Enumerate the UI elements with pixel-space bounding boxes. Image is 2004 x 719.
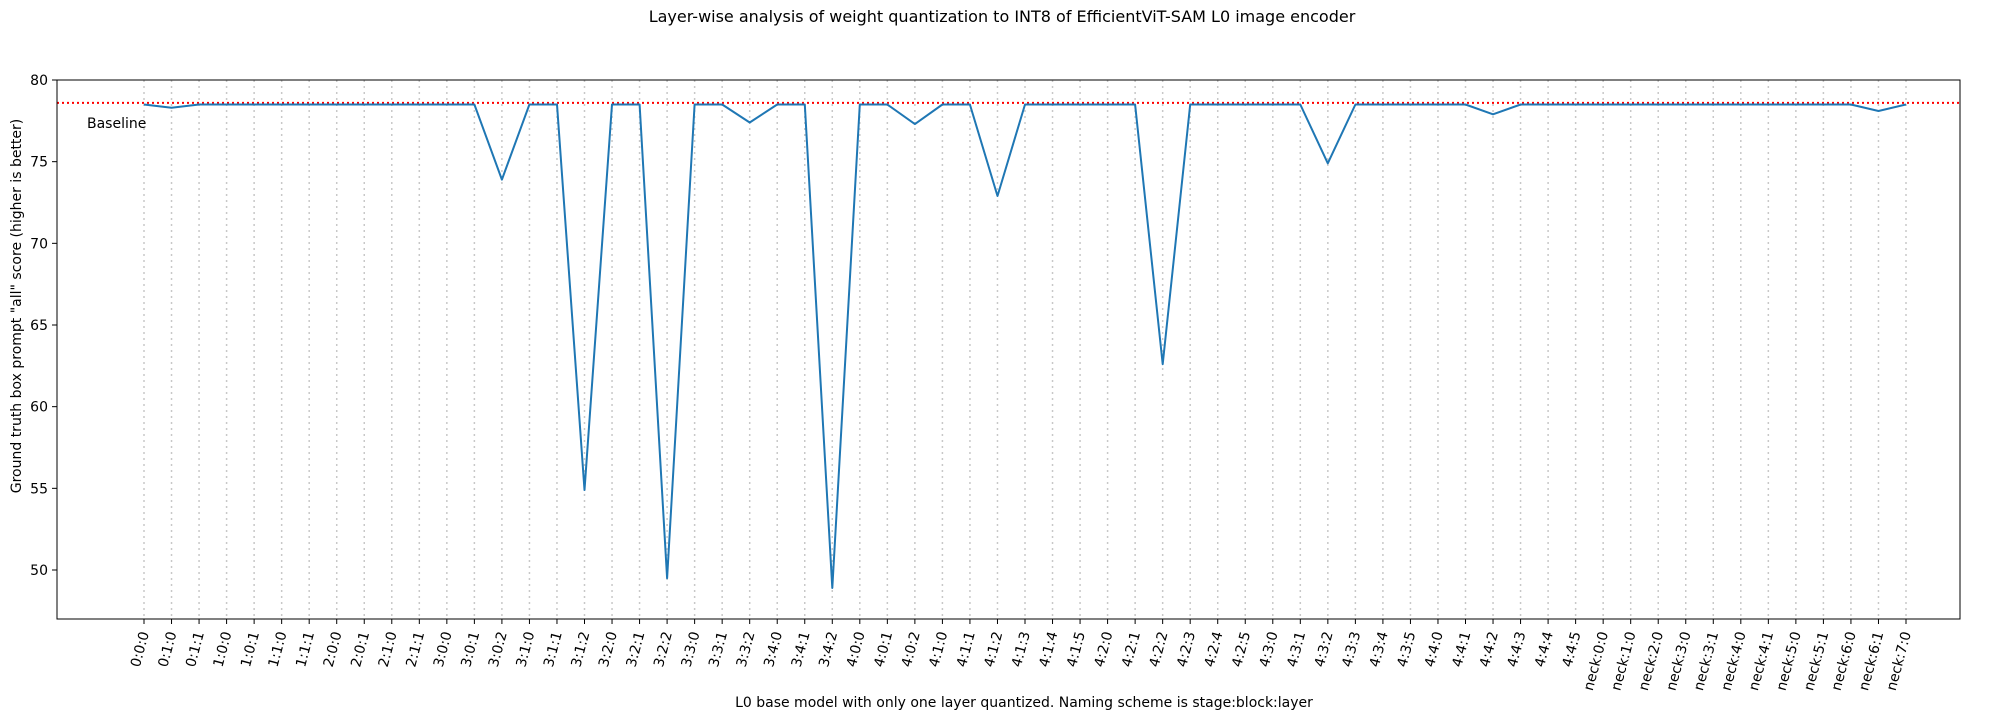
x-tick-label: 4:1:5: [1064, 630, 1089, 669]
x-tick-label: neck:6:1: [1856, 630, 1887, 693]
x-tick-label: 3:2:0: [596, 630, 621, 669]
x-tick-label: 4:1:3: [1009, 630, 1034, 669]
x-tick-label: 4:0:0: [844, 630, 869, 669]
x-axis-label: L0 base model with only one layer quanti…: [735, 695, 1313, 711]
y-axis-label: Ground truth box prompt "all" score (hig…: [9, 119, 25, 494]
y-tick-label: 80: [30, 73, 48, 89]
x-tick-label: 4:3:3: [1339, 630, 1364, 669]
x-tick-label: 2:1:0: [376, 630, 401, 669]
x-tick-label: neck:0:0: [1581, 630, 1612, 693]
x-tick-label: 3:0:2: [486, 630, 511, 669]
chart-title: Layer-wise analysis of weight quantizati…: [649, 7, 1356, 26]
y-tick-label: 55: [30, 481, 48, 497]
x-tick-label: 0:1:0: [156, 630, 181, 669]
x-tick-label: neck:4:1: [1746, 630, 1777, 693]
x-tick-label: 4:3:0: [1257, 630, 1282, 669]
x-tick-label: 3:2:2: [651, 630, 676, 669]
x-tick-label: neck:3:1: [1691, 630, 1722, 693]
x-tick-label: 4:4:5: [1560, 630, 1585, 669]
x-tick-label: 4:2:2: [1147, 630, 1172, 669]
x-tick-label: 3:4:1: [789, 630, 814, 669]
x-axis: 0:0:0 0:1:0 0:1:1 1:0:0 1:0:1 1:1:0 1:1:1 2:0:0…: [128, 619, 1915, 693]
baseline-label: Baseline: [87, 116, 146, 132]
y-tick-label: 65: [30, 318, 48, 334]
x-tick-label: 3:3:1: [706, 630, 731, 669]
x-tick-label: neck:5:1: [1801, 630, 1832, 693]
x-tick-label: neck:3:0: [1663, 630, 1694, 693]
y-tick-label: 75: [30, 155, 48, 171]
x-tick-label: 4:1:1: [954, 630, 979, 669]
x-tick-label: 1:1:0: [266, 630, 291, 669]
plot-frame: [56, 79, 1961, 620]
x-tick-label: 3:0:1: [458, 630, 483, 669]
x-tick-label: 1:0:1: [238, 630, 263, 669]
x-tick-label: 4:3:2: [1312, 630, 1337, 669]
x-tick-label: 3:4:2: [816, 630, 841, 669]
x-tick-label: 4:4:0: [1422, 630, 1447, 669]
x-tick-label: 3:3:2: [734, 630, 759, 669]
x-tick-label: 0:1:1: [183, 630, 208, 669]
x-tick-label: neck:2:0: [1636, 630, 1667, 693]
x-tick-label: 2:1:1: [403, 630, 428, 669]
x-tick-label: neck:5:0: [1774, 630, 1805, 693]
y-tick-label: 70: [30, 236, 48, 252]
x-tick-label: 4:4:1: [1450, 630, 1475, 669]
x-tick-label: 4:1:4: [1037, 630, 1062, 669]
x-tick-label: 3:3:0: [679, 630, 704, 669]
x-tick-label: 3:0:0: [431, 630, 456, 669]
grid: [143, 80, 1907, 619]
x-tick-label: 4:4:4: [1532, 630, 1557, 669]
x-tick-label: 4:3:1: [1284, 630, 1309, 669]
x-tick-label: neck:7:0: [1884, 630, 1915, 693]
series-line: [143, 103, 1907, 589]
x-tick-label: 4:0:2: [899, 630, 924, 669]
x-tick-label: neck:6:0: [1829, 630, 1860, 693]
x-tick-label: 4:2:4: [1202, 630, 1227, 669]
x-tick-label: 0:0:0: [128, 630, 153, 669]
x-tick-label: 4:4:2: [1477, 630, 1502, 669]
x-tick-label: 4:2:1: [1119, 630, 1144, 669]
x-tick-label: 3:1:1: [541, 630, 566, 669]
x-tick-label: 4:2:5: [1229, 630, 1254, 669]
x-tick-label: 3:1:0: [513, 630, 538, 669]
x-tick-label: 4:4:3: [1505, 630, 1530, 669]
x-tick-label: 1:0:0: [211, 630, 236, 669]
x-tick-label: 2:0:0: [321, 630, 346, 669]
x-tick-label: 1:1:1: [293, 630, 318, 669]
y-tick-label: 50: [30, 563, 48, 579]
y-axis: 50 55 60 65 70 75 80: [30, 73, 57, 579]
x-tick-label: neck:1:0: [1608, 630, 1639, 693]
x-tick-label: 4:1:2: [982, 630, 1007, 669]
x-tick-label: 3:2:1: [624, 630, 649, 669]
x-tick-label: 4:2:3: [1174, 630, 1199, 669]
x-tick-label: 4:1:0: [926, 630, 951, 669]
x-tick-label: 4:3:5: [1394, 630, 1419, 669]
y-tick-label: 60: [30, 400, 48, 416]
x-tick-label: 4:2:0: [1092, 630, 1117, 669]
x-tick-label: 3:4:0: [761, 630, 786, 669]
x-tick-label: 4:3:4: [1367, 630, 1392, 669]
x-tick-label: 2:0:1: [348, 630, 373, 669]
x-tick-label: 3:1:2: [569, 630, 594, 669]
x-tick-label: neck:4:0: [1719, 630, 1750, 693]
x-tick-label: 4:0:1: [871, 630, 896, 669]
